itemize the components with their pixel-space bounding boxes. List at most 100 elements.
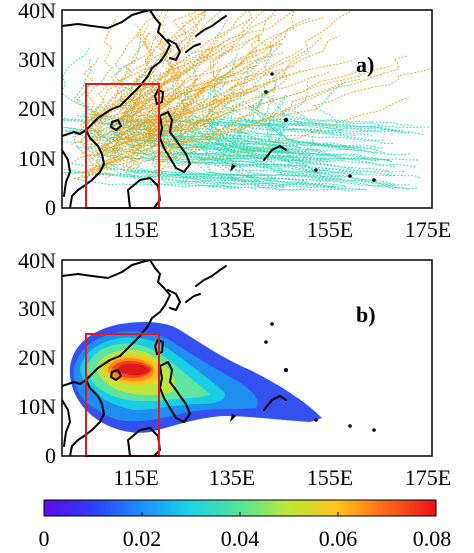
panel-b-frame bbox=[61, 259, 433, 457]
cyclone-track bbox=[157, 87, 248, 176]
cyclone-track bbox=[201, 73, 332, 146]
island-dot bbox=[270, 72, 274, 76]
panel-b: b) 0 10N 20N 30N 40N 115E 135E 155E 175E bbox=[18, 248, 451, 490]
coastline-korea bbox=[167, 39, 181, 61]
cyclone-track bbox=[132, 34, 261, 129]
panel-a-label: a) bbox=[356, 52, 374, 77]
cyclone-track bbox=[146, 43, 283, 116]
cyclone-track bbox=[157, 53, 180, 159]
cyclone-track bbox=[220, 140, 410, 156]
cyclone-track bbox=[131, 89, 204, 129]
island-dot bbox=[372, 428, 376, 432]
cyclone-track bbox=[110, 44, 221, 129]
colorbar-tick-label: 0.02 bbox=[123, 526, 162, 551]
cyclone-track bbox=[190, 152, 353, 170]
panel-b-label: b) bbox=[356, 302, 376, 327]
cyclone-track bbox=[93, 113, 283, 128]
cyclone-track bbox=[116, 100, 238, 163]
panel-b-x-ticks: 115E 135E 155E 175E bbox=[113, 465, 451, 490]
y-tick-label: 10N bbox=[18, 394, 56, 419]
island-dot bbox=[284, 118, 288, 122]
cyclone-track bbox=[73, 56, 238, 144]
cyclone-track bbox=[70, 132, 254, 155]
y-tick-label: 20N bbox=[18, 345, 56, 370]
y-tick-label: 0 bbox=[45, 443, 56, 468]
cyclone-track bbox=[73, 104, 237, 188]
cyclone-track bbox=[203, 146, 416, 167]
cyclone-track bbox=[100, 32, 151, 119]
cyclone-track bbox=[155, 55, 408, 165]
cyclone-track bbox=[219, 116, 336, 188]
coastline-indochina bbox=[62, 379, 105, 456]
cyclone-track bbox=[215, 142, 390, 161]
x-tick-label: 175E bbox=[405, 217, 451, 242]
cyclone-track bbox=[86, 81, 167, 179]
island-dot bbox=[314, 418, 318, 422]
cyclone-track bbox=[152, 171, 331, 182]
panel-a: a) 0 10N 20N 30N 40N 115E 135E 155E 175E bbox=[18, 0, 451, 242]
cyclone-track bbox=[113, 32, 154, 152]
island-dot bbox=[314, 168, 318, 172]
island-dot bbox=[264, 90, 268, 94]
y-tick-label: 40N bbox=[18, 248, 56, 273]
panel-a-y-ticks: 0 10N 20N 30N 40N bbox=[18, 0, 56, 220]
coastline-hainan bbox=[110, 369, 122, 381]
cyclone-track bbox=[137, 13, 277, 133]
coastline-indochina bbox=[62, 129, 105, 208]
cyclone-track bbox=[131, 170, 346, 188]
cyclone-track bbox=[97, 43, 234, 126]
cyclone-track bbox=[267, 93, 383, 150]
cyclone-track bbox=[81, 135, 179, 179]
cyclone-track bbox=[240, 148, 419, 161]
cyclone-track bbox=[238, 57, 380, 126]
cyclone-track bbox=[87, 120, 139, 174]
coastline-islands bbox=[263, 395, 287, 411]
cyclone-track bbox=[291, 80, 397, 132]
cyclone-track bbox=[129, 67, 291, 153]
cyclone-track bbox=[237, 131, 394, 145]
y-tick-label: 0 bbox=[45, 195, 56, 220]
panel-a-coastline bbox=[62, 10, 376, 208]
cyclone-track bbox=[168, 82, 330, 161]
cyclone-track bbox=[93, 23, 147, 156]
cyclone-track bbox=[119, 10, 249, 121]
cyclone-track bbox=[118, 65, 392, 166]
cyclone-track bbox=[104, 155, 272, 163]
x-tick-label: 155E bbox=[307, 217, 353, 242]
cyclone-track bbox=[110, 10, 199, 113]
island-dot bbox=[372, 178, 376, 182]
cyclone-track bbox=[292, 132, 418, 190]
cyclone-track bbox=[261, 81, 376, 148]
cyclone-track bbox=[119, 10, 208, 131]
cyclone-track bbox=[124, 35, 173, 122]
island-dot bbox=[270, 322, 274, 326]
cyclone-track bbox=[256, 83, 359, 148]
island-mark bbox=[230, 414, 236, 422]
island-dot bbox=[284, 368, 288, 372]
cyclone-track bbox=[177, 180, 344, 190]
y-tick-label: 10N bbox=[18, 146, 56, 171]
cyclone-track bbox=[165, 68, 432, 147]
cyclone-track bbox=[62, 117, 247, 134]
cyclone-track bbox=[100, 125, 154, 164]
cyclone-track bbox=[117, 116, 212, 161]
island-dot bbox=[348, 424, 352, 428]
cyclone-track bbox=[73, 178, 306, 191]
x-tick-label: 135E bbox=[209, 217, 255, 242]
cyclone-track bbox=[116, 76, 204, 152]
cyclone-track bbox=[147, 17, 310, 135]
cyclone-track bbox=[151, 104, 195, 160]
cyclone-track bbox=[112, 44, 227, 124]
cyclone-track bbox=[82, 10, 254, 124]
cyclone-track bbox=[74, 100, 233, 180]
cyclone-track bbox=[148, 10, 208, 136]
cyclone-track bbox=[144, 72, 298, 146]
cyclone-track bbox=[215, 148, 392, 162]
cyclone-track bbox=[62, 168, 244, 186]
island-dot bbox=[264, 340, 268, 344]
cyclone-track bbox=[63, 130, 290, 155]
cyclone-track bbox=[137, 69, 256, 133]
cyclone-track bbox=[71, 10, 277, 145]
cyclone-track bbox=[93, 139, 275, 157]
coastline-mainland bbox=[62, 10, 171, 137]
